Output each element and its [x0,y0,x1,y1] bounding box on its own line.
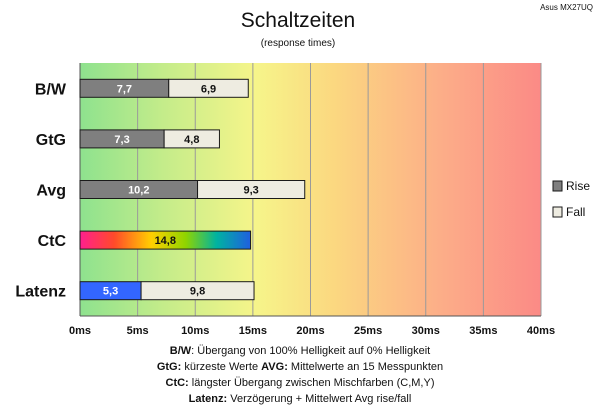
x-tick-label: 5ms [127,325,149,337]
legend-swatch-rise [552,180,563,192]
bar-fall [168,78,249,98]
x-tick-label: 30ms [412,325,440,337]
category-label: Latenz [15,284,66,301]
footnote-term: GtG: [157,361,181,373]
bar-label-rise: 7,3 [114,134,129,146]
legend-label-fall: Fall [566,205,585,219]
footnote-term: B/W [170,345,192,357]
footnote-line: B/W: Übergang von 100% Helligkeit auf 0%… [170,345,430,357]
bar-label-fall: 9,3 [243,185,258,197]
footnote-term: Latenz: [189,393,228,405]
chart-title: Schaltzeiten [241,9,355,32]
footnote-text: Mittelwerte an 15 Messpunkten [288,361,443,373]
category-label: B/W [35,81,67,98]
x-tick-label: 0ms [69,325,91,337]
legend-swatch-fall [552,206,563,218]
bar-label-rise: 10,2 [128,185,149,197]
footnote-line: CtC: längster Übergang zwischen Mischfar… [166,377,435,389]
category-labels: B/W GtG Avg CtC Latenz [15,81,67,300]
footnote-text: : Übergang von 100% Helligkeit auf 0% He… [191,345,430,357]
footnote-term: AVG: [261,361,288,373]
footnote-text: längster Übergang zwischen Mischfarben (… [189,377,435,389]
x-tick-label: 20ms [296,325,324,337]
category-label: GtG [36,132,66,149]
bar-label-rise: 7,7 [117,83,132,95]
footnote-text: Verzögerung + Mittelwert Avg rise/fall [227,393,411,405]
x-tick-labels: 0ms 5ms 10ms 15ms 20ms 25ms 30ms 35ms 40ms [69,325,555,337]
bar-label-fall: 9,8 [190,286,205,298]
legend: Rise Fall [552,179,590,219]
bar-fall [163,129,220,149]
bars: 7,7 6,9 7,3 4,8 10,2 9,3 14,8 5,3 9,8 [79,78,306,301]
x-tick-label: 10ms [181,325,209,337]
bar-rise [79,230,252,250]
footnote-line: Latenz: Verzögerung + Mittelwert Avg ris… [189,393,412,405]
bar-fall [197,180,306,199]
x-tick-label: 25ms [354,325,382,337]
x-tick-label: 35ms [469,325,497,337]
x-tick-label: 40ms [527,325,555,337]
bar-label-fall: 6,9 [201,83,216,95]
category-label: Avg [36,183,66,200]
bar-label-rise: 14,8 [155,235,176,247]
category-label: CtC [38,233,67,250]
footnotes: B/W: Übergang von 100% Helligkeit auf 0%… [157,345,443,405]
bar-fall [140,281,255,301]
chart-subtitle: (response times) [261,38,335,49]
corner-label: Asus MX27UQ [540,3,593,12]
x-tick-label: 15ms [239,325,267,337]
footnote-term: CtC: [166,377,189,389]
legend-label-rise: Rise [566,179,590,193]
bar-label-rise: 5,3 [103,286,118,298]
footnote-line: GtG: kürzeste Werte AVG: Mittelwerte an … [157,361,443,373]
bar-label-fall: 4,8 [184,134,199,146]
footnote-text: kürzeste Werte [181,361,261,373]
